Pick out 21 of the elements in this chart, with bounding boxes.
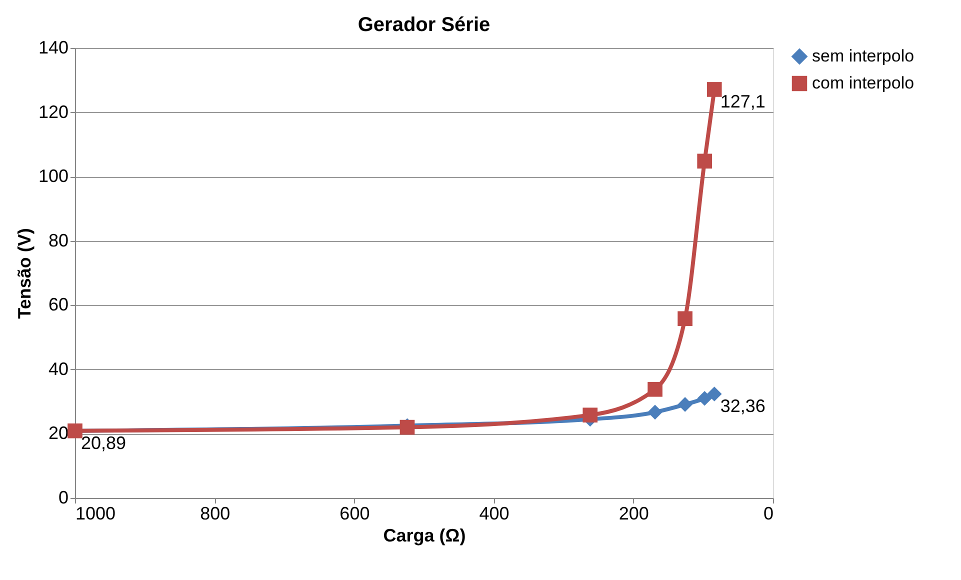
y-tick-label: 140 [38,38,68,58]
y-tick-label: 0 [58,488,68,508]
data-label: 127,1 [720,91,766,112]
data-label: 32,36 [720,396,766,416]
legend-label: sem interpolo [812,46,914,66]
y-axis-title: Tensão (V) [14,228,34,319]
x-tick-label: 200 [618,504,649,524]
legend-label: com interpolo [812,74,914,92]
y-tick-label: 80 [48,230,68,250]
y-tick-label: 40 [48,358,68,379]
y-tick-label: 120 [38,102,68,122]
y-tick-label: 100 [38,166,68,186]
x-tick-label: 600 [340,504,370,524]
y-tick-label: 60 [48,294,68,315]
x-tick-label: 800 [200,504,230,524]
x-tick-label: 1000 [76,504,116,524]
x-tick-label: 0 [763,504,774,524]
x-axis-title: Carga (Ω) [383,526,466,546]
x-tick-label: 400 [479,504,510,524]
chart-title: Gerador Série [358,14,490,36]
data-label: 20,89 [81,432,126,453]
